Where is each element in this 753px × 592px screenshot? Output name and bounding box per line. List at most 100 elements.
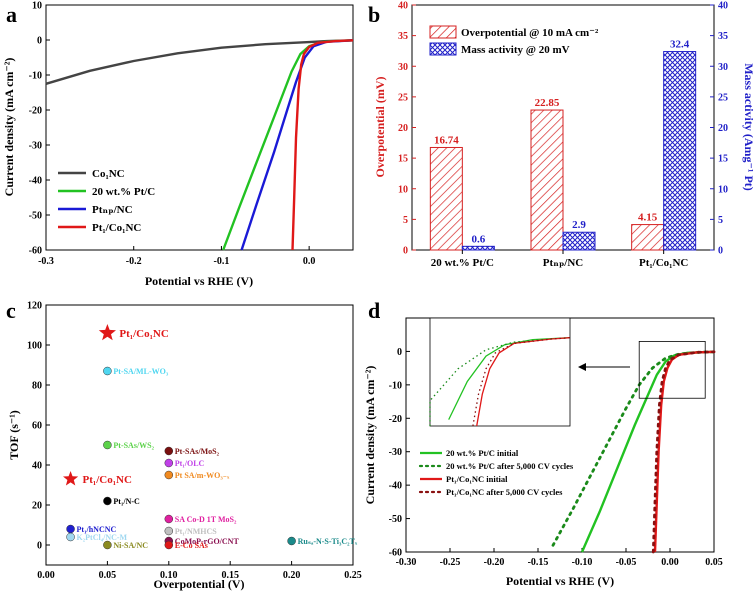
panel-d-y-tick-label: -20 <box>389 414 402 425</box>
panel-a-y-tick-label: -30 <box>29 141 42 152</box>
panel-d-x-tick-label: -0.20 <box>484 557 505 568</box>
panel-b-legend-swatch <box>429 42 457 56</box>
panel-c-point-label: CoMoP-rGO/CNT <box>175 537 240 546</box>
panel-c-point <box>103 366 112 376</box>
panel-c-point-label: K₂PtCl₄/NC-M <box>77 533 128 542</box>
panel-c-x-tick-label: 0.00 <box>37 570 55 581</box>
panel-b-bar-overpotential <box>631 224 665 251</box>
panel-a-legend-label: Pt₁/Co₁NC <box>92 222 141 234</box>
panel-b-bar-mass-activity <box>461 245 495 251</box>
panel-b-legend-label: Overpotential @ 10 mA cm⁻² <box>461 27 599 39</box>
panel-c-point-label: Pt₁/OLC <box>175 459 205 468</box>
panel-c-x-tick-label: 0.10 <box>160 570 178 581</box>
panel-d-series-pt1-co1nc-after-5-000-cv-cycles <box>651 350 716 554</box>
panel-c-point-label: Pt₁/hNCNC <box>77 525 117 534</box>
panel-b-letter: b <box>368 2 380 27</box>
panel-c-point <box>103 540 112 550</box>
panel-b-left-tick-label: 5 <box>403 215 408 226</box>
panel-c-point <box>66 524 75 534</box>
panel-d-x-tick-label: -0.05 <box>616 557 637 568</box>
panel-b-left-tick-label: 0 <box>403 246 408 257</box>
panel-a-legend-label: Co₁NC <box>92 168 125 180</box>
panel-b-legend: Overpotential @ 10 mA cm⁻² Mass activity … <box>429 25 599 56</box>
panel-b-legend-label: Mass activity @ 20 mV <box>461 44 570 56</box>
panel-b-right-tick-label: 0 <box>718 246 723 257</box>
panel-a-legend: Co₁NC 20 wt.% Pt/C Ptₙₚ/NC Pt₁/Co₁NC <box>58 168 155 234</box>
panel-c-point-label: Pt-SAs/WS₂ <box>113 441 154 450</box>
panel-c-point-label: Pt₁/Co₁NC <box>83 474 132 486</box>
panel-c-x-tick-label: 0.15 <box>221 570 239 581</box>
panel-c-y-tick-label: 20 <box>32 501 42 512</box>
panel-b-right-tick-label: 5 <box>718 215 723 226</box>
panel-b-right-tick-label: 10 <box>718 184 728 195</box>
panel-c-point-label: Pt-SAs/MoS₂ <box>175 447 220 456</box>
panel-a-y-tick-label: -20 <box>29 106 42 117</box>
panel-c-point <box>164 540 174 550</box>
panel-c-letter: c <box>6 298 16 323</box>
panel-c-y-tick-label: 80 <box>32 381 42 392</box>
panel-b-left-tick-label: 10 <box>398 184 408 195</box>
panel-b-left-axis-title: Overpotential (mV) <box>373 77 387 178</box>
panel-c-point-label: Pt-SA/ML-WO₃ <box>113 367 168 376</box>
panel-b-right-axis-title: Mass activity (Amg⁻¹ Pt) <box>742 63 753 191</box>
panel-a-series-20-wt-pt-c <box>222 39 354 251</box>
panel-b-left-tick-label: 20 <box>398 123 408 134</box>
panel-b-category-label: 20 wt.% Pt/C <box>431 257 494 269</box>
panel-b-left-tick-label: 15 <box>398 154 408 165</box>
panel-b-bar-mass-activity <box>562 231 596 251</box>
panel-b-bar-value-label: 4.15 <box>638 212 658 224</box>
panel-b-right-tick-label: 15 <box>718 154 728 165</box>
panel-d-y-tick-label: -40 <box>389 481 402 492</box>
panel-c-point-label: E-Co SAs <box>175 541 208 550</box>
panel-a-y-tick-label: 0 <box>37 36 42 47</box>
panel-b-bar-value-label: 22.85 <box>535 97 560 109</box>
panel-b-left-tick-label: 35 <box>398 31 408 42</box>
panel-b-bar-value-label: 32.4 <box>670 39 690 51</box>
panel-c-x-tick-label: 0.20 <box>283 570 301 581</box>
panel-d-legend-label: 20 wt.% Pt/C initial <box>446 448 519 458</box>
panel-d-y-tick-label: -60 <box>389 548 402 559</box>
panel-c-x-tick-label: 0.05 <box>99 570 117 581</box>
panel-c-point <box>164 514 174 524</box>
panel-a-polarization-curves: -0.3 -0.2 -0.1 0.0 10 0 -10 -20 -30 -40 -50 -60 Pot… <box>2 1 354 288</box>
panel-b-category-label: Pt₁/Co₁NC <box>639 257 688 269</box>
panel-a-legend-label: 20 wt.% Pt/C <box>92 186 155 198</box>
panel-c-point <box>287 536 296 546</box>
panel-a-y-tick-label: 10 <box>32 1 42 12</box>
panel-b-bar-value-label: 0.6 <box>471 233 485 245</box>
panel-c-point-star <box>63 471 79 486</box>
panel-d-y-tick-label: 0 <box>397 347 402 358</box>
panel-d-zoom-region <box>638 340 706 399</box>
panel-c-y-tick-label: 120 <box>27 301 42 312</box>
panel-a-x-tick-label: -0.2 <box>126 256 142 267</box>
panel-d-inset-arrow-head <box>578 363 586 371</box>
panel-c-x-tick-label: 0.25 <box>344 570 362 581</box>
panel-c-point <box>164 470 174 480</box>
panel-a-y-tick-label: -40 <box>29 176 42 187</box>
panel-c-point-label: Ni-SA/NC <box>113 541 148 550</box>
panel-d-legend-label: 20 wt.% Pt/C after 5,000 CV cycles <box>446 461 574 471</box>
panel-b-right-tick-label: 25 <box>718 92 728 103</box>
panel-b-bar-value-label: 2.9 <box>572 219 586 231</box>
panel-d-x-tick-label: -0.15 <box>528 557 549 568</box>
panel-d-inset-series <box>472 337 571 427</box>
panel-c-point <box>103 496 112 506</box>
panel-c-y-tick-label: 100 <box>27 341 42 352</box>
panel-d-x-tick-label: 0.00 <box>661 557 679 568</box>
panel-a-letter: a <box>6 2 17 27</box>
panel-c-point-label: Pt₁/NMHCS <box>175 527 218 536</box>
panel-c-point <box>164 458 174 468</box>
panel-b-left-tick-label: 25 <box>398 92 408 103</box>
panel-d-series-20-wt-pt-c-after-5-000-cv-cycles <box>551 350 716 547</box>
panel-c-point-label: Pt₁/Co₁NC <box>119 328 168 340</box>
panel-c-point-label: Pt₁/N-C <box>113 497 140 506</box>
panel-c-y-tick-label: 40 <box>32 461 42 472</box>
panel-b-bar-overpotential <box>429 146 463 251</box>
panel-a-y-tick-label: -50 <box>29 211 42 222</box>
panel-d-y-tick-label: -10 <box>389 380 402 391</box>
panel-b-bar-value-label: 16.74 <box>434 134 459 146</box>
panel-b-left-tick-label: 40 <box>398 1 408 12</box>
panel-a-legend-label: Ptₙₚ/NC <box>92 204 133 216</box>
panel-d-x-tick-label: -0.30 <box>396 557 417 568</box>
panel-b-category-label: Ptₙₚ/NC <box>543 257 584 269</box>
